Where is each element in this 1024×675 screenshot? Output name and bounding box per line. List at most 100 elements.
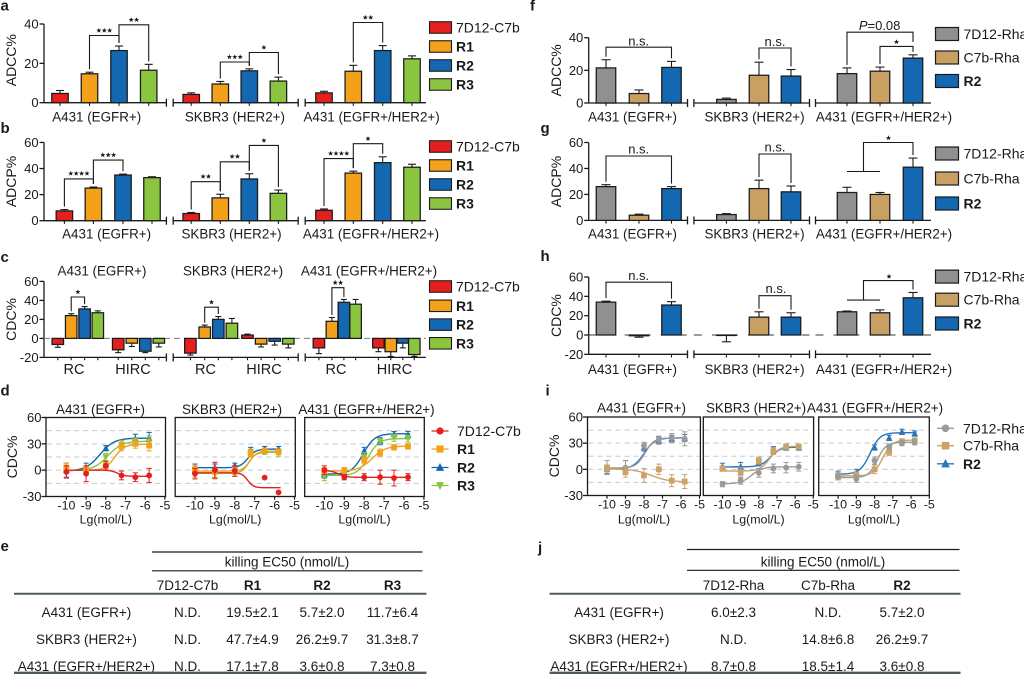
svg-text:A431 (EGFR+): A431 (EGFR+): [58, 264, 147, 279]
svg-text:0: 0: [576, 462, 583, 477]
svg-text:60: 60: [24, 274, 38, 289]
svg-text:-10: -10: [714, 498, 732, 512]
svg-text:-8: -8: [100, 499, 111, 513]
svg-text:Lg(mol/L): Lg(mol/L): [80, 513, 132, 527]
svg-text:A431 (EGFR+/HER2+): A431 (EGFR+/HER2+): [303, 227, 439, 242]
svg-text:17.1±7.8: 17.1±7.8: [226, 659, 278, 674]
svg-text:Lg(mol/L): Lg(mol/L): [338, 513, 390, 527]
svg-text:SKBR3 (HER2+): SKBR3 (HER2+): [181, 227, 281, 242]
svg-text:-8: -8: [638, 498, 649, 512]
svg-text:-10: -10: [315, 499, 333, 513]
svg-text:R2: R2: [963, 456, 981, 472]
svg-text:-9: -9: [851, 498, 862, 512]
svg-text:N.D.: N.D.: [174, 659, 201, 674]
svg-text:SKBR3 (HER2+): SKBR3 (HER2+): [706, 401, 806, 416]
svg-text:-7: -7: [249, 499, 260, 513]
svg-text:n.s.: n.s.: [628, 34, 649, 49]
svg-text:7D12-Rha: 7D12-Rha: [964, 269, 1024, 285]
svg-text:-30: -30: [23, 489, 42, 504]
svg-text:-9: -9: [81, 499, 92, 513]
svg-text:-6: -6: [398, 499, 409, 513]
svg-text:SKBR3 (HER2+): SKBR3 (HER2+): [704, 109, 804, 124]
svg-text:A431 (EGFR+): A431 (EGFR+): [574, 605, 664, 620]
svg-text:SKBR3 (HER2+): SKBR3 (HER2+): [182, 402, 282, 417]
svg-text:3.6±0.8: 3.6±0.8: [880, 659, 925, 674]
svg-text:0: 0: [34, 463, 41, 478]
svg-text:31.3±8.7: 31.3±8.7: [366, 632, 418, 647]
svg-text:26.2±9.7: 26.2±9.7: [296, 632, 348, 647]
svg-text:A431 (EGFR+/HER2+): A431 (EGFR+/HER2+): [301, 264, 437, 279]
svg-text:5.7±2.0: 5.7±2.0: [300, 605, 345, 620]
svg-text:C7b-Rha: C7b-Rha: [801, 578, 856, 593]
svg-text:j: j: [537, 540, 542, 557]
svg-text:SKBR3 (HER2+): SKBR3 (HER2+): [185, 109, 285, 124]
svg-text:SKBR3 (HER2+): SKBR3 (HER2+): [704, 362, 804, 377]
svg-text:a: a: [1, 0, 10, 14]
svg-text:26.2±9.7: 26.2±9.7: [876, 632, 928, 647]
svg-text:-7: -7: [887, 498, 898, 512]
svg-text:Lg(mol/L): Lg(mol/L): [732, 513, 784, 527]
svg-text:killing EC50 (nmol/L): killing EC50 (nmol/L): [761, 554, 886, 569]
svg-text:7D12-Rha: 7D12-Rha: [964, 146, 1024, 162]
svg-text:A431 (EGFR+/HER2+): A431 (EGFR+/HER2+): [816, 109, 952, 124]
svg-text:h: h: [541, 248, 550, 265]
svg-text:n.s.: n.s.: [765, 140, 786, 155]
svg-text:20: 20: [569, 63, 583, 78]
svg-text:-8: -8: [359, 499, 370, 513]
svg-text:-10: -10: [598, 498, 616, 512]
svg-text:CDC%: CDC%: [3, 298, 19, 341]
svg-text:30: 30: [569, 436, 583, 451]
svg-text:0: 0: [31, 213, 38, 228]
svg-text:-5: -5: [159, 499, 170, 513]
svg-text:0: 0: [576, 213, 583, 228]
svg-text:-7: -7: [657, 498, 668, 512]
svg-text:3.6±0.8: 3.6±0.8: [300, 659, 345, 674]
svg-text:7D12-C7b: 7D12-C7b: [456, 20, 520, 36]
svg-text:A431 (EGFR+): A431 (EGFR+): [588, 227, 677, 242]
svg-text:-6: -6: [790, 498, 801, 512]
svg-text:40: 40: [569, 161, 583, 176]
svg-text:A431 (EGFR+): A431 (EGFR+): [56, 402, 145, 417]
svg-text:n.s.: n.s.: [765, 34, 786, 49]
svg-text:R1: R1: [457, 441, 475, 457]
svg-text:60: 60: [27, 410, 41, 425]
svg-text:Lg(mol/L): Lg(mol/L): [848, 513, 900, 527]
svg-text:Lg(mol/L): Lg(mol/L): [618, 513, 670, 527]
svg-text:R3: R3: [456, 335, 474, 351]
svg-text:40: 40: [569, 289, 583, 304]
svg-text:CDC%: CDC%: [4, 436, 20, 479]
svg-text:-6: -6: [269, 499, 280, 513]
svg-text:60: 60: [569, 270, 583, 285]
svg-text:RC: RC: [64, 362, 85, 378]
svg-text:A431 (EGFR+/HER2+): A431 (EGFR+/HER2+): [18, 659, 155, 674]
svg-text:A431 (EGFR+): A431 (EGFR+): [588, 109, 677, 124]
svg-text:R3: R3: [457, 478, 475, 494]
svg-text:C7b-Rha: C7b-Rha: [963, 438, 1019, 454]
svg-text:19.5±2.1: 19.5±2.1: [226, 605, 278, 620]
svg-text:R1: R1: [456, 39, 474, 55]
svg-text:7D12-C7b: 7D12-C7b: [456, 139, 520, 155]
svg-text:n.s.: n.s.: [628, 268, 649, 283]
svg-text:N.D.: N.D.: [815, 605, 842, 620]
svg-text:SKBR3 (HER2+): SKBR3 (HER2+): [36, 632, 137, 647]
svg-text:N.D.: N.D.: [174, 605, 201, 620]
svg-text:-10: -10: [829, 498, 847, 512]
svg-text:47.7±4.9: 47.7±4.9: [226, 632, 278, 647]
svg-text:-6: -6: [906, 498, 917, 512]
svg-text:60: 60: [569, 135, 583, 150]
svg-text:40: 40: [24, 161, 38, 176]
svg-text:30: 30: [27, 436, 41, 451]
svg-text:-8: -8: [869, 498, 880, 512]
svg-text:R1: R1: [456, 158, 474, 174]
svg-text:6.0±2.3: 6.0±2.3: [711, 605, 756, 620]
svg-text:11.7±6.4: 11.7±6.4: [367, 605, 419, 620]
svg-text:e: e: [1, 538, 9, 555]
svg-text:5.7±2.0: 5.7±2.0: [880, 605, 925, 620]
svg-text:Lg(mol/L): Lg(mol/L): [209, 513, 261, 527]
svg-text:-30: -30: [564, 488, 583, 503]
svg-text:60: 60: [569, 410, 583, 425]
svg-text:40: 40: [24, 293, 38, 308]
svg-text:14.8±6.8: 14.8±6.8: [802, 632, 854, 647]
svg-text:ADCP%: ADCP%: [548, 156, 564, 207]
svg-text:HIRC: HIRC: [377, 362, 412, 378]
